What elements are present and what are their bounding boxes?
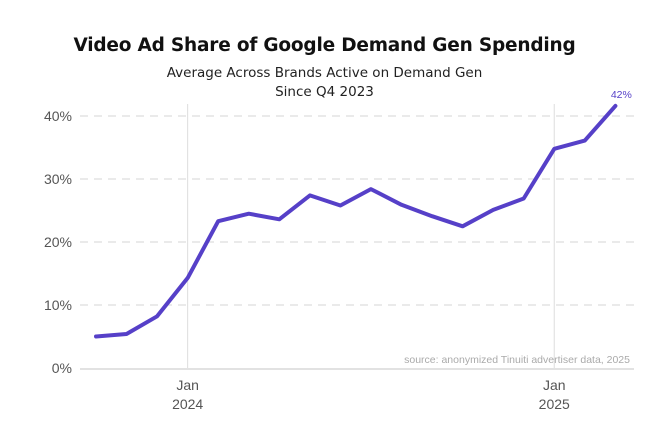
y-tick-label: 20% (44, 234, 72, 250)
y-tick-label: 0% (52, 360, 72, 376)
y-axis-ticks: 0% 10% 20% 30% 40% (44, 108, 72, 376)
y-tick-label: 40% (44, 108, 72, 124)
chart-title: Video Ad Share of Google Demand Gen Spen… (73, 35, 576, 56)
x-tick-label-year: 2025 (539, 396, 570, 412)
x-tick-label-month: Jan (543, 377, 566, 393)
subtitle-line-1: Average Across Brands Active on Demand G… (166, 65, 483, 81)
x-axis-ticks: Jan 2024 Jan 2025 (172, 377, 570, 412)
x-tick-label-month: Jan (176, 377, 199, 393)
x-tick-lines (187, 104, 555, 368)
source-note: source: anonymized Tinuiti advertiser da… (404, 354, 630, 366)
series-line (94, 103, 618, 339)
chart-subtitle: Average Across Brands Active on Demand G… (0, 64, 649, 102)
series-group (94, 103, 618, 339)
end-value-label: 42% (611, 89, 632, 101)
y-tick-label: 30% (44, 171, 72, 187)
y-tick-label: 10% (44, 297, 72, 313)
x-tick-label-year: 2024 (172, 396, 203, 412)
grid-lines (80, 115, 634, 306)
subtitle-line-2: Since Q4 2023 (275, 84, 374, 100)
